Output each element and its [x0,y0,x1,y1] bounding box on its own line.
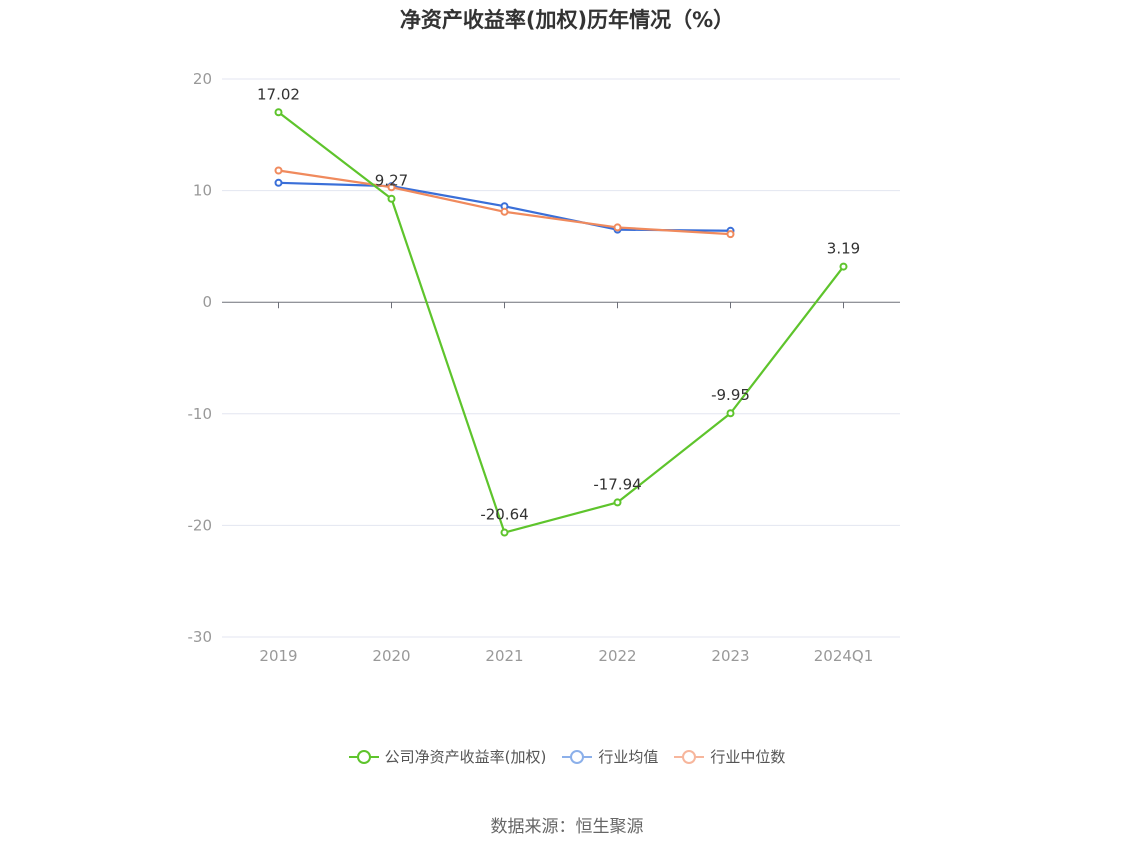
data-point [500,207,509,216]
data-label: -9.95 [711,386,750,404]
data-point [500,528,509,537]
data-label: -20.64 [480,506,528,524]
x-tick-label: 2023 [711,647,749,665]
legend-item-company-roe[interactable]: 公司净资产收益率(加权) [348,746,547,767]
data-label: 17.02 [257,85,300,103]
x-tick-label: 2019 [259,647,297,665]
data-point [274,178,283,187]
data-source-note: 数据来源：恒生聚源 [490,817,644,837]
y-tick-label: -20 [188,516,213,534]
series-line [277,111,845,534]
x-tick-label: 2022 [598,647,636,665]
label-layer: 17.02 9.27 -20.64 -17.94 -9.95 3.19 [257,85,860,523]
legend-item-industry-median[interactable]: 行业中位数 [674,746,785,767]
legend-swatch-icon [348,749,379,765]
data-label: -17.94 [593,475,641,493]
data-point [613,223,622,232]
series-layer [274,108,848,537]
data-point [726,230,735,239]
y-tick-label: 10 [193,182,212,200]
data-point [387,194,396,203]
data-point [839,262,848,271]
legend-item-industry-average[interactable]: 行业均值 [562,746,658,767]
data-label: 9.27 [375,172,408,190]
legend-label: 行业中位数 [710,748,786,766]
legend-label: 公司净资产收益率(加权) [384,748,547,766]
data-point [274,108,283,117]
legend-label: 行业均值 [598,748,659,766]
y-tick-label: -30 [188,628,213,646]
legend-swatch-icon [562,749,593,765]
data-point [274,166,283,175]
y-tick-label: 20 [193,70,212,88]
data-label: 3.19 [827,240,860,258]
x-tick-label: 2020 [372,647,410,665]
y-tick-label: 0 [202,293,212,311]
grid-layer [222,78,900,638]
data-point [726,409,735,418]
axis-layer: 20 10 0 -10 -20 -30 2019 2020 2021 2022 2023 2024Q1 [188,70,900,665]
chart-title: 净资产收益率(加权)历年情况（%） [399,8,735,32]
y-tick-label: -10 [188,405,213,423]
legend: 公司净资产收益率(加权) 行业均值 行业中位数 [0,746,1134,767]
x-tick-label: 2024Q1 [814,647,874,665]
legend-swatch-icon [674,749,705,765]
data-point [387,183,396,192]
data-point [613,498,622,507]
x-tick-label: 2021 [485,647,523,665]
